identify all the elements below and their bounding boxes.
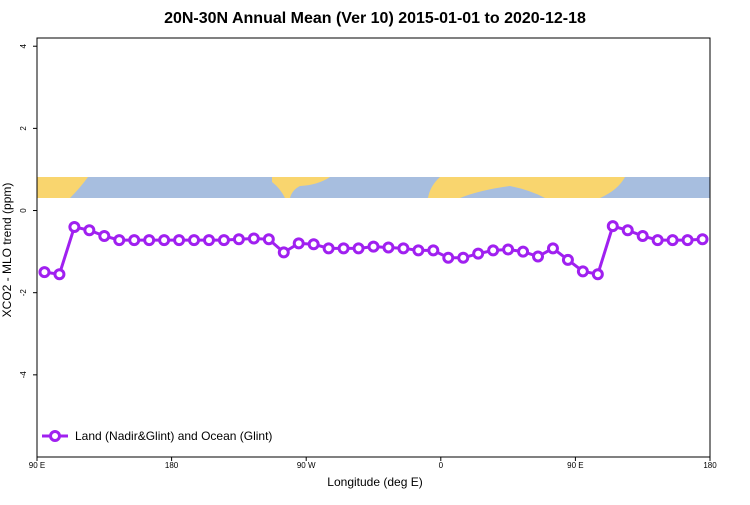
data-point [113, 234, 126, 247]
data-point [53, 268, 66, 281]
data-point [621, 224, 634, 237]
data-point [397, 242, 410, 255]
x-tick-label: 90 W [297, 461, 316, 470]
data-point [606, 220, 619, 233]
data-point [696, 233, 709, 246]
x-tick-label: 180 [703, 461, 717, 470]
data-point [472, 247, 485, 260]
data-point [83, 224, 96, 237]
data-point [412, 244, 425, 257]
data-point [666, 234, 679, 247]
x-tick-label: 180 [165, 461, 179, 470]
data-point [292, 237, 305, 250]
data-point [277, 246, 290, 259]
y-tick-label: -4 [19, 371, 28, 379]
data-point [591, 268, 604, 281]
data-point [457, 251, 470, 264]
data-point [532, 250, 545, 263]
data-point [681, 234, 694, 247]
data-point [173, 234, 186, 247]
y-tick-label: -2 [19, 289, 28, 297]
data-point [188, 234, 201, 247]
plot-frame [36, 37, 711, 458]
legend: Land (Nadir&Glint) and Ocean (Glint) [42, 429, 272, 443]
data-point [247, 232, 260, 245]
data-point [217, 234, 230, 247]
legend-label: Land (Nadir&Glint) and Ocean (Glint) [75, 429, 272, 443]
data-point [307, 238, 320, 251]
data-point [576, 265, 589, 278]
data-point [262, 233, 275, 246]
data-point [352, 242, 365, 255]
data-point [98, 229, 111, 242]
data-point [337, 242, 350, 255]
data-point [382, 241, 395, 254]
data-point [487, 244, 500, 257]
data-point [636, 229, 649, 242]
data-point [546, 242, 559, 255]
y-axis-label: XCO2 - MLO trend (ppm) [0, 183, 14, 318]
map-strip [37, 177, 710, 198]
data-point [561, 253, 574, 266]
legend-marker [49, 430, 61, 442]
data-point [367, 240, 380, 253]
x-tick-label: 90 E [567, 461, 583, 470]
data-point [143, 234, 156, 247]
y-tick-label: 0 [19, 208, 28, 213]
data-point [202, 234, 215, 247]
x-tick-label: 0 [439, 461, 444, 470]
data-point [442, 251, 455, 264]
y-tick-label: 4 [19, 43, 28, 48]
data-point [68, 220, 81, 233]
data-point [502, 243, 515, 256]
data-point [517, 245, 530, 258]
data-point [38, 266, 51, 279]
y-tick-label: 2 [19, 126, 28, 131]
data-point [232, 233, 245, 246]
x-axis-label: Longitude (deg E) [327, 475, 422, 489]
chart-title: 20N-30N Annual Mean (Ver 10) 2015-01-01 … [164, 10, 586, 27]
data-point [128, 234, 141, 247]
data-point [427, 244, 440, 257]
data-point [322, 242, 335, 255]
data-point [158, 234, 171, 247]
data-point [651, 234, 664, 247]
x-tick-label: 90 E [29, 461, 45, 470]
